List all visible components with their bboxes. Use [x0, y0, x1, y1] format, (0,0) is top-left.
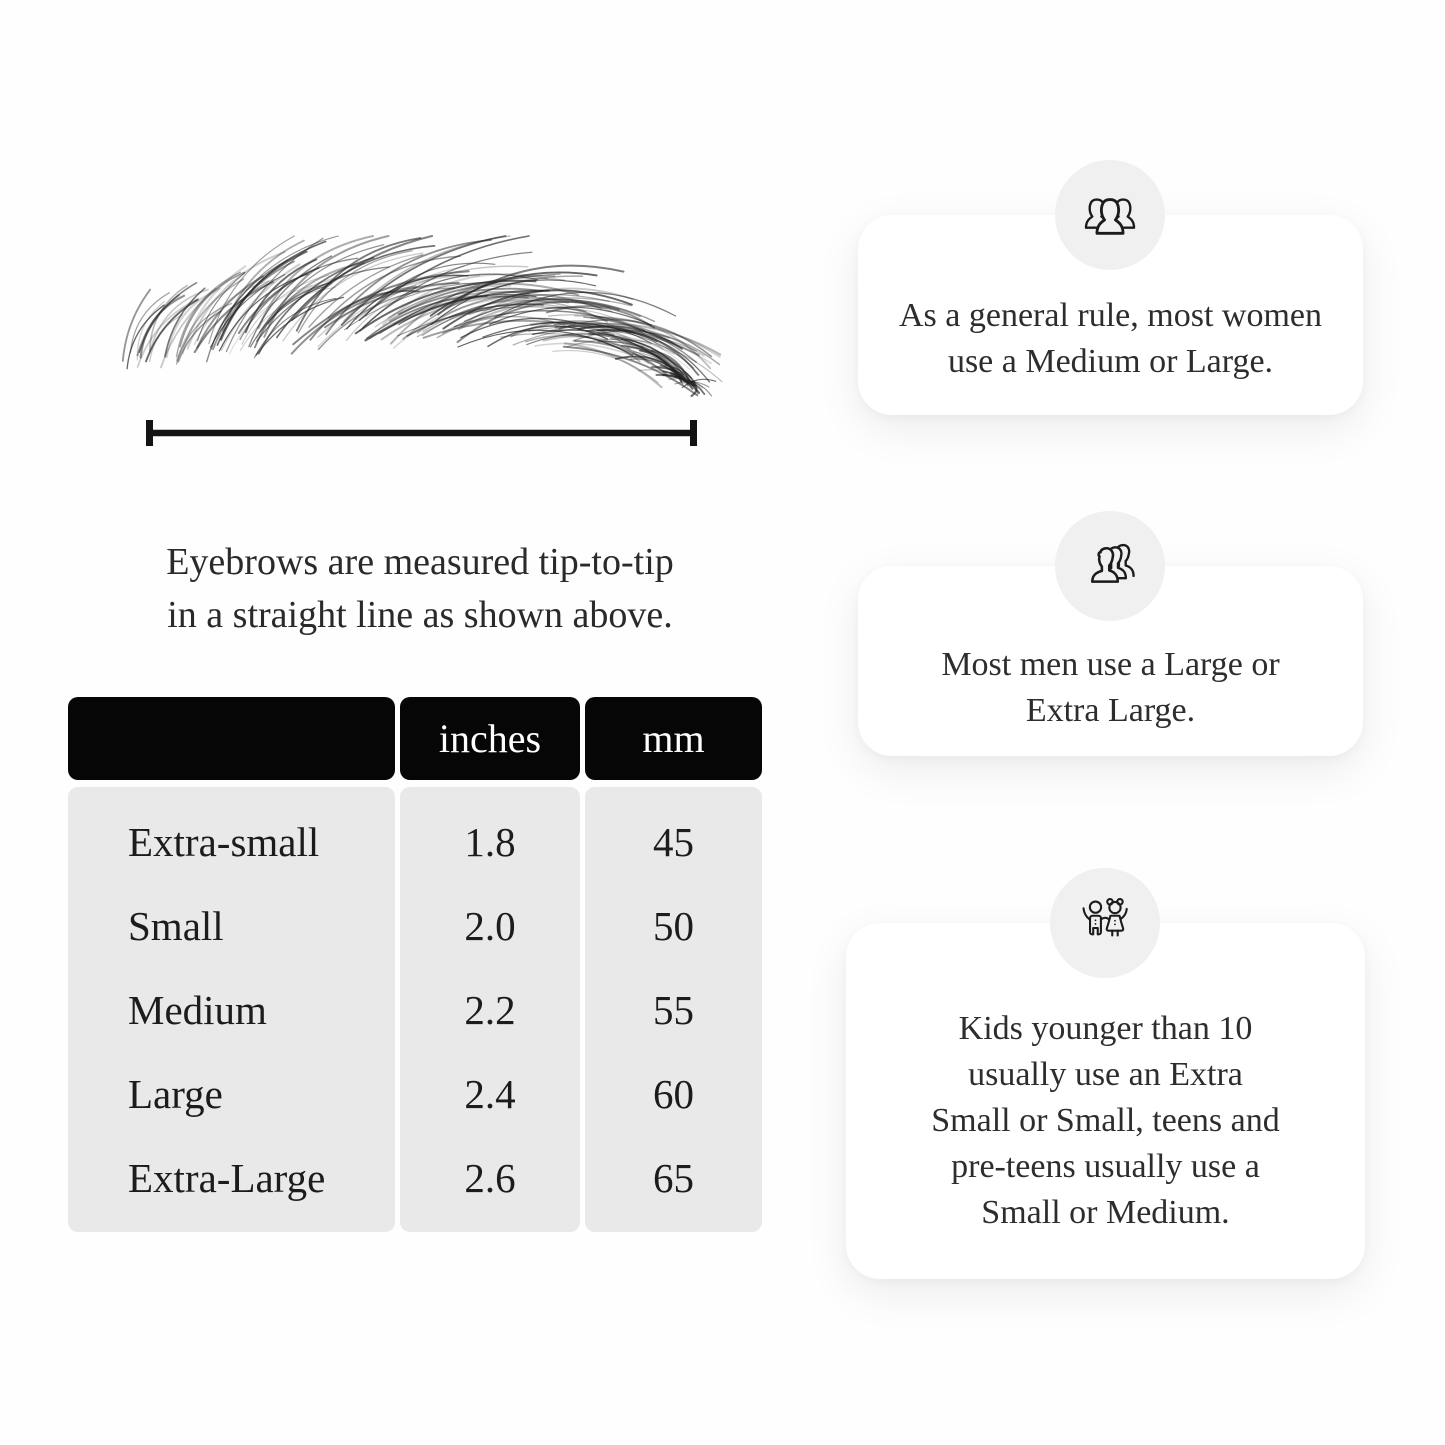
inches-value: 2.4	[464, 1071, 516, 1117]
men-icon-circle	[1055, 511, 1165, 621]
caption-line: in a straight line as shown above.	[167, 594, 673, 636]
inches-value: 2.0	[464, 903, 516, 949]
card-text-line: Most men use a Large or	[941, 646, 1280, 683]
mm-value: 65	[653, 1155, 694, 1201]
table-header-inches: inches	[400, 697, 580, 780]
men-group-icon	[1091, 543, 1135, 583]
table-header-blank	[68, 697, 395, 780]
size-label: Small	[128, 903, 224, 949]
caption-line: Eyebrows are measured tip-to-tip	[166, 541, 674, 583]
table-column-mm: 45 50 55 60 65	[585, 787, 762, 1232]
inches-value: 1.8	[464, 819, 516, 865]
women-group-icon	[1084, 198, 1136, 235]
mm-value: 50	[653, 903, 694, 949]
mm-value: 60	[653, 1071, 694, 1117]
mm-value: 45	[653, 819, 694, 865]
table-header-mm: mm	[585, 697, 762, 780]
size-label: Large	[128, 1071, 223, 1117]
size-table: inches mm Extra-small Small Medium Large…	[68, 697, 762, 1232]
size-label: Extra-Large	[128, 1155, 326, 1201]
table-column-inches: 1.8 2.0 2.2 2.4 2.6	[400, 787, 580, 1232]
mm-value: 55	[653, 987, 694, 1033]
inches-value: 2.6	[464, 1155, 516, 1201]
measurement-line	[146, 420, 697, 446]
children-icon	[1082, 898, 1128, 937]
card-text-line: As a general rule, most women	[899, 297, 1322, 334]
card-text-line: use a Medium or Large.	[947, 343, 1274, 380]
card-text-line: Small or Small, teens and	[931, 1102, 1280, 1139]
card-text-line: Small or Medium.	[981, 1194, 1230, 1231]
card-text-line: Kids younger than 10	[958, 1010, 1253, 1047]
table-column-sizes: Extra-small Small Medium Large Extra-Lar…	[68, 787, 395, 1232]
card-text-line: Extra Large.	[1025, 692, 1196, 729]
card-text-line: usually use an Extra	[968, 1056, 1243, 1093]
inches-value: 2.2	[464, 987, 516, 1033]
size-label: Extra-small	[128, 819, 320, 865]
women-icon-circle	[1055, 160, 1165, 270]
card-kids: Kids younger than 10 usually use an Extr…	[846, 923, 1365, 1279]
eyebrow-illustration	[121, 234, 723, 398]
card-text-line: pre-teens usually use a	[951, 1148, 1260, 1185]
kids-icon-circle	[1050, 868, 1160, 978]
size-label: Medium	[128, 987, 267, 1033]
measurement-caption: Eyebrows are measured tip-to-tip in a st…	[70, 536, 770, 642]
